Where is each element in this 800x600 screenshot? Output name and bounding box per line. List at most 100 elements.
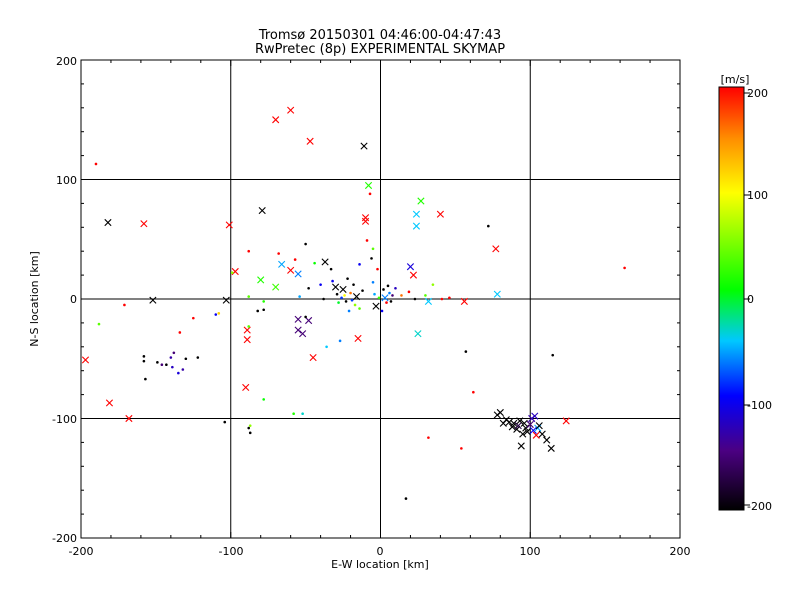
data-point-cross [331,283,340,291]
data-point-dot [358,307,361,310]
data-point-dot [353,303,357,307]
data-point-dot [165,363,168,367]
chart-subtitle: RwPretec (8p) EXPERIMENTAL SKYMAP [255,42,505,57]
data-point-dot [248,424,252,427]
data-point-dot [394,286,397,290]
data-point-cross [547,444,555,452]
data-point-dot [371,280,375,284]
data-point-cross [140,220,148,228]
colorbar-tick-label: 0 [747,293,754,306]
data-point-dot [301,412,304,416]
data-point-cross [514,422,522,430]
data-point-dot [349,291,352,295]
data-point-dot [247,325,251,328]
x-tick-label: 200 [670,545,691,558]
colorbar-label: [m/s] [721,73,750,86]
data-point-cross [492,245,500,253]
y-tick-label: -200 [52,532,77,545]
data-point-dot [329,267,333,271]
data-point-dot [370,257,373,260]
data-point-cross [272,283,280,291]
data-point-cross [409,271,418,279]
data-point-cross [361,214,370,222]
data-point-dot [304,242,307,246]
data-point-cross [125,414,133,423]
data-point-dot [304,315,307,319]
data-point-dot [344,300,348,303]
data-point-dot [389,300,393,303]
data-point-dot [184,357,188,361]
data-point-dot [340,296,343,300]
data-point-cross [517,442,525,450]
data-point-dot [407,290,411,294]
data-point-cross [460,297,468,305]
data-point-dot [343,294,346,297]
data-point-cross [424,297,433,305]
data-point-cross [496,408,504,417]
data-point-dot [142,359,146,363]
data-point-cross [523,428,531,436]
data-point-cross [406,263,415,271]
data-point-dot [361,289,364,292]
data-point-dot [358,263,361,266]
data-point-cross [412,210,421,218]
data-points [81,106,626,500]
data-point-dot [386,284,390,288]
data-point-cross [531,412,539,420]
data-point-dot [427,436,430,439]
data-point-cross [412,222,421,230]
data-point-dot [293,258,297,261]
data-point-dot [144,377,147,381]
data-point-dot [262,300,265,303]
data-point-cross [417,197,425,205]
data-point-cross [562,417,570,425]
data-point-dot [319,283,322,286]
data-point-cross [414,330,422,338]
data-point-dot [472,390,475,394]
colorbar-tick-label: 100 [747,189,768,202]
data-point-dot [156,361,159,364]
colorbar-tick-label: -200 [747,500,772,513]
data-point-cross [436,210,444,218]
data-point-cross [225,221,233,229]
colorbar-tick-label: 200 [747,87,768,100]
data-point-cross [104,218,112,227]
data-point-dot [247,426,251,430]
y-tick-label: -100 [52,413,77,426]
data-point-dot [247,249,251,253]
data-point-cross [305,316,313,325]
data-point-dot [298,295,301,298]
data-point-dot [448,296,451,300]
data-point-cross [516,417,524,425]
data-point-dot [377,296,381,300]
data-point-dot [214,313,218,316]
data-point-cross [526,420,534,429]
data-point-dot [337,301,340,304]
data-point-cross [508,423,516,431]
data-point-cross [535,422,543,430]
data-point-dot [217,312,221,315]
data-point-cross [543,436,551,444]
y-axis-label: N-S location [km] [28,251,41,347]
data-point-cross [309,353,317,362]
data-point-dot [181,368,185,371]
data-point-dot [380,309,384,313]
data-point-dot [350,298,354,302]
data-point-dot [196,356,200,359]
y-tick-label: 100 [56,174,77,187]
data-point-dot [97,322,101,326]
y-tick-label: 0 [70,293,77,306]
y-tick-label: 200 [56,55,77,68]
colorbar-tick-label: -100 [747,399,772,412]
data-point-dot [346,277,349,280]
data-point-cross [242,383,250,392]
data-point-cross [105,399,114,407]
data-point-dot [262,398,265,401]
data-point-dot [262,308,265,312]
data-point-cross [278,260,286,268]
data-point-cross [381,294,389,302]
data-point-cross [222,296,230,304]
data-point-cross [272,116,280,124]
colorbar-ticks [744,92,750,506]
